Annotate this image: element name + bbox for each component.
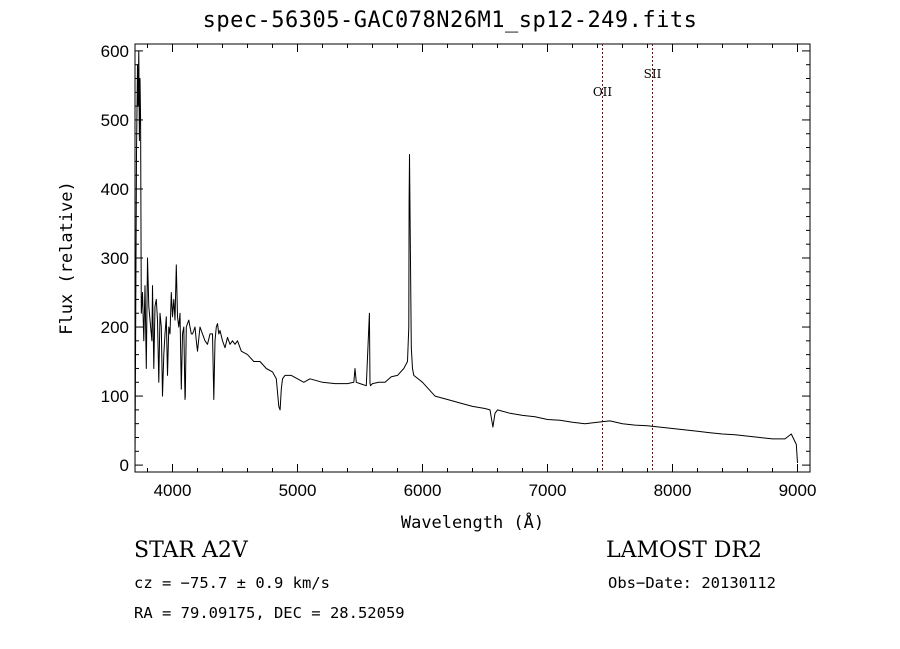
y-tick-label: 500: [101, 111, 129, 130]
y-tick-label: 300: [101, 249, 129, 268]
y-tick-label: 400: [101, 180, 129, 199]
plot-frame: [134, 43, 811, 473]
x-tick-label: 7000: [529, 481, 567, 500]
x-tick-label: 9000: [779, 481, 817, 500]
obs-date-label: Obs−Date: 20130112: [608, 574, 776, 592]
y-tick-label: 0: [120, 456, 129, 475]
chart-title: spec-56305-GAC078N26M1_sp12-249.fits: [202, 8, 698, 33]
line-marker-label: SII: [644, 67, 662, 81]
x-tick-label: 5000: [279, 481, 317, 500]
coordinates-label: RA = 79.09175, DEC = 28.52059: [134, 604, 405, 622]
x-tick-label: 8000: [654, 481, 692, 500]
line-marker-label: OII: [593, 85, 613, 99]
survey-label: LAMOST DR2: [606, 538, 762, 563]
spectrum-line: [134, 50, 798, 466]
redshift-label: cz = −75.7 ± 0.9 km/s: [134, 574, 330, 592]
x-tick-label: 4000: [154, 481, 192, 500]
x-tick-label: 6000: [404, 481, 442, 500]
y-tick-label: 600: [101, 42, 129, 61]
y-axis-label: Flux (relative): [57, 181, 77, 335]
y-tick-label: 200: [101, 318, 129, 337]
object-class-label: STAR A2V: [134, 538, 248, 563]
x-axis-label: Wavelength (Å): [401, 511, 544, 533]
y-tick-label: 100: [101, 387, 129, 406]
